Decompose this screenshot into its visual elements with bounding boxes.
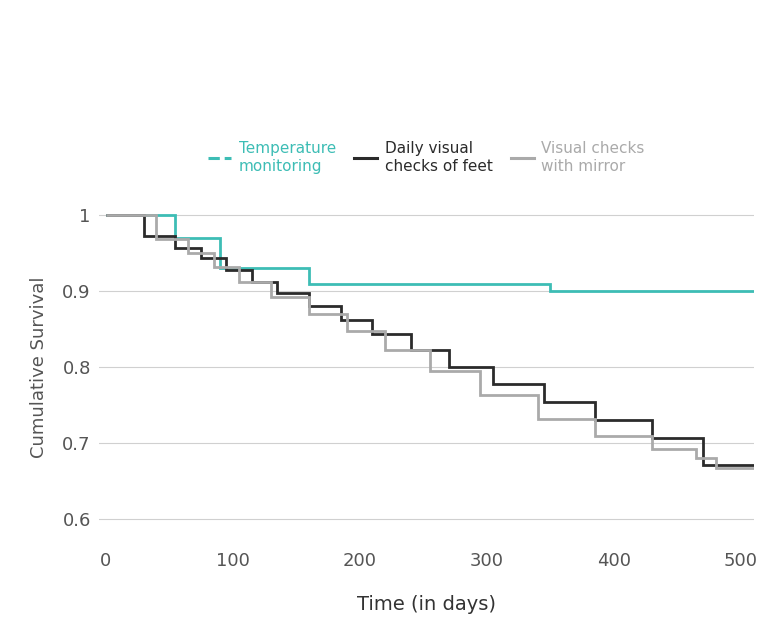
X-axis label: Time (in days): Time (in days) — [357, 595, 496, 614]
Legend: Temperature
monitoring, Daily visual
checks of feet, Visual checks
with mirror: Temperature monitoring, Daily visual che… — [202, 135, 651, 180]
Y-axis label: Cumulative Survival: Cumulative Survival — [30, 277, 49, 458]
